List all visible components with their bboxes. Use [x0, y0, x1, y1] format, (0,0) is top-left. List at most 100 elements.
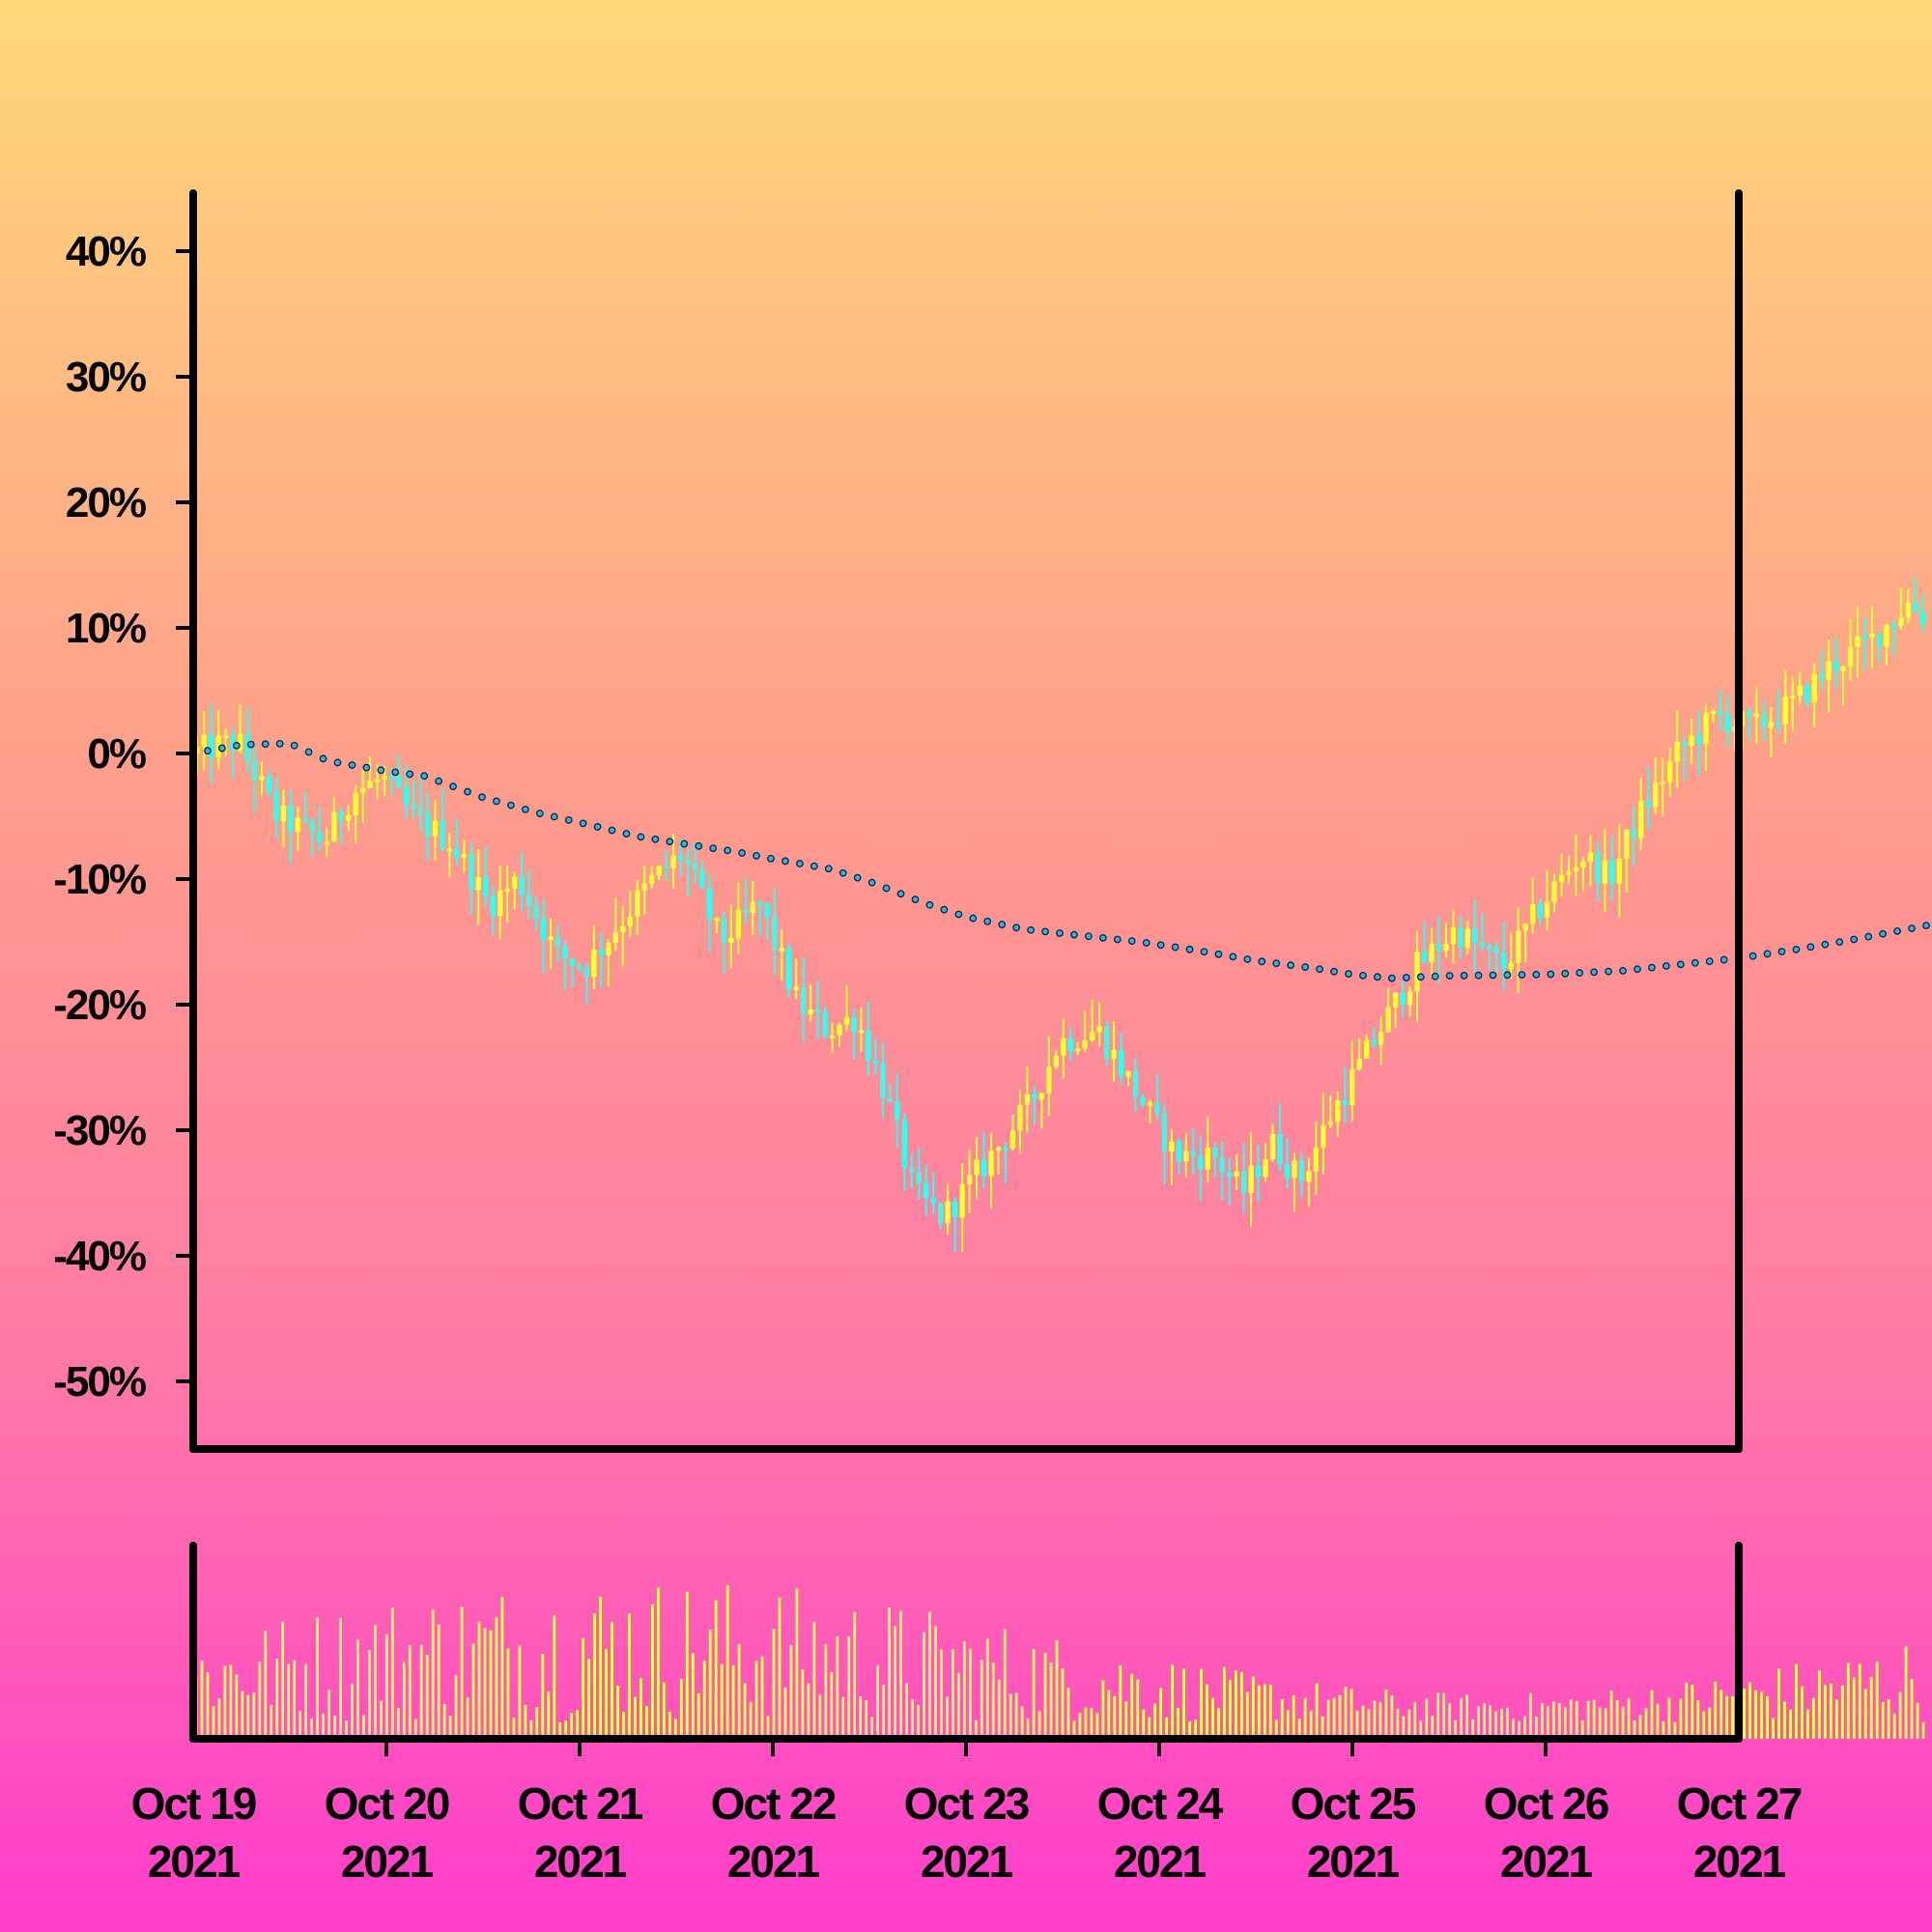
volume-bar: [1217, 1708, 1220, 1739]
volume-bar: [454, 1675, 458, 1739]
candle-body: [772, 917, 778, 950]
volume-bar: [1234, 1670, 1237, 1739]
volume-bar: [1580, 1719, 1584, 1739]
candle-body: [1263, 1159, 1268, 1178]
candle-body: [1580, 861, 1586, 867]
candle-body: [1558, 874, 1565, 882]
volume-bar: [246, 1694, 250, 1739]
candle-body: [1826, 661, 1832, 680]
volume-bar: [1061, 1668, 1065, 1739]
volume-bar: [1229, 1679, 1232, 1739]
candle-body: [1753, 714, 1760, 718]
candle-body: [735, 910, 742, 939]
candle-body: [866, 1030, 871, 1061]
volume-bar: [1817, 1670, 1821, 1739]
volume-bar: [1303, 1697, 1307, 1739]
x-tick-label-year: 2021: [921, 1836, 1013, 1887]
moving-average-point: [246, 740, 255, 749]
moving-average-point: [464, 787, 471, 796]
candle-body: [1898, 617, 1904, 626]
volume-bar: [1407, 1709, 1411, 1739]
volume-bar: [1898, 1691, 1902, 1739]
moving-average-point: [1777, 948, 1786, 956]
volume-bar: [708, 1630, 712, 1739]
candle-body: [309, 820, 316, 833]
candle-body: [1321, 1124, 1326, 1148]
candle-body: [1890, 625, 1897, 629]
candle-body: [714, 918, 720, 922]
volume-bar: [1633, 1719, 1636, 1739]
candle-body: [901, 1120, 907, 1168]
volume-bar: [1506, 1707, 1509, 1739]
candle-body: [1645, 801, 1651, 808]
volume-bar: [1789, 1709, 1792, 1739]
volume-bar: [339, 1617, 342, 1739]
moving-average-point: [1359, 971, 1367, 980]
candle-body: [1811, 673, 1817, 702]
candle-body: [497, 890, 503, 916]
volume-bar: [679, 1678, 683, 1739]
volume-bar: [1378, 1702, 1382, 1739]
volume-bar: [696, 1692, 700, 1739]
moving-average-point: [1605, 967, 1613, 976]
candle-body: [1248, 1165, 1254, 1193]
volume-bar: [980, 1660, 983, 1739]
candle-body: [1400, 992, 1406, 1006]
volume-bar: [899, 1610, 902, 1739]
volume-bar: [812, 1621, 816, 1739]
volume-bar: [1142, 1709, 1146, 1739]
volume-bar: [853, 1611, 857, 1739]
volume-bar: [241, 1690, 244, 1739]
moving-average-point: [651, 835, 660, 843]
y-tick-label: -40%: [53, 1233, 146, 1280]
volume-bar: [258, 1662, 262, 1739]
volume-bar: [991, 1662, 995, 1739]
volume-bar: [524, 1704, 527, 1739]
volume-bar: [212, 1706, 215, 1739]
candle-body: [469, 854, 474, 891]
volume-bar: [1136, 1679, 1140, 1739]
volume-bar: [783, 1687, 787, 1739]
candle-body: [692, 864, 698, 870]
volume-bar: [483, 1628, 487, 1739]
candle-body: [504, 888, 510, 892]
volume-bar: [512, 1718, 516, 1739]
candle-body: [1790, 695, 1796, 698]
candle-body: [706, 888, 713, 920]
candle-body: [916, 1171, 922, 1183]
candle-body: [1147, 1102, 1153, 1106]
volume-bar: [673, 1719, 677, 1739]
volume-bar: [442, 1704, 446, 1739]
y-tick-label: 20%: [66, 479, 146, 526]
volume-bar: [888, 1606, 891, 1739]
volume-bar: [1834, 1699, 1838, 1739]
volume-bar: [645, 1706, 648, 1739]
moving-average-point: [925, 900, 934, 909]
moving-average-point: [1229, 952, 1237, 961]
candle-body: [388, 776, 395, 780]
moving-average-point: [1185, 945, 1194, 953]
volume-bar: [1650, 1690, 1654, 1739]
volume-bar: [754, 1661, 758, 1739]
candle-body: [1487, 946, 1492, 950]
volume-bar: [1066, 1688, 1070, 1739]
candle-body: [359, 787, 366, 793]
candle-body: [1421, 952, 1428, 962]
moving-average-point: [1835, 938, 1844, 947]
candle-body: [1905, 603, 1912, 618]
volume-bar: [1448, 1703, 1452, 1739]
volume-bar: [1177, 1707, 1179, 1739]
volume-bar: [1471, 1719, 1474, 1739]
candle-body: [1024, 1094, 1031, 1106]
candle-body: [952, 1201, 958, 1218]
volume-bar: [298, 1711, 302, 1739]
volume-bar: [1685, 1682, 1689, 1739]
candle-body: [1674, 741, 1680, 762]
candle-body: [251, 760, 258, 781]
volume-bar: [351, 1683, 354, 1739]
volume-bar: [945, 1696, 949, 1739]
x-tick-label: Oct 24: [1097, 1778, 1224, 1829]
candle-body: [1198, 1155, 1204, 1170]
volume-bar: [1500, 1708, 1503, 1739]
volume-bar: [1696, 1700, 1700, 1739]
